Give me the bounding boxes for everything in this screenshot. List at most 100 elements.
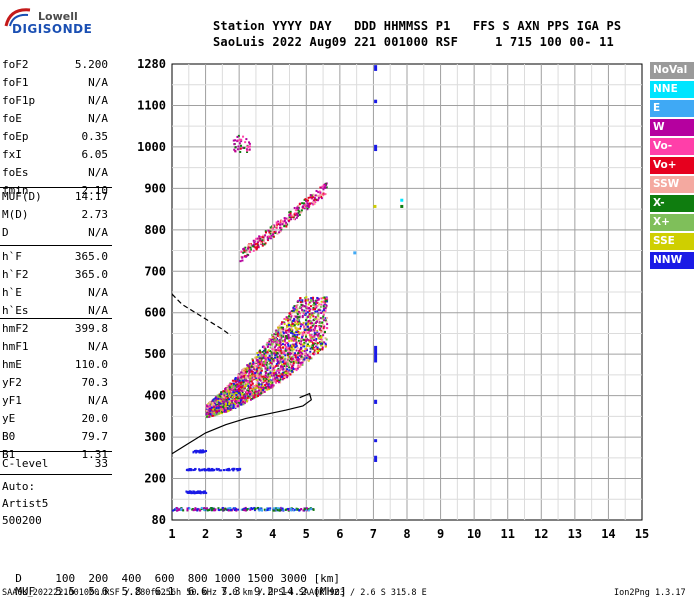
echo-point — [270, 384, 273, 387]
echo-point — [267, 343, 270, 346]
echo-point — [251, 373, 254, 376]
echo-point — [269, 507, 272, 510]
echo-point — [194, 507, 197, 510]
echo-point — [272, 227, 275, 230]
echo-point — [293, 352, 296, 355]
echo-point — [275, 372, 278, 375]
echo-point — [295, 209, 298, 212]
echo-point — [321, 346, 324, 349]
echo-point — [315, 317, 318, 320]
echo-point — [258, 509, 261, 512]
echo-point — [235, 468, 238, 471]
echo-point — [244, 141, 247, 144]
echo-point — [238, 467, 241, 470]
echo-point — [210, 410, 213, 413]
echo-point — [237, 134, 240, 137]
param-separator — [0, 474, 112, 475]
echo-point — [270, 357, 273, 360]
echo-point — [278, 223, 281, 226]
echo-point — [252, 239, 255, 242]
echo-point — [275, 373, 278, 376]
echo-point — [197, 491, 200, 494]
echo-point — [317, 191, 320, 194]
echo-point — [210, 406, 213, 409]
echo-point — [241, 388, 244, 391]
echo-point — [295, 341, 298, 344]
echo-point — [278, 348, 281, 351]
echo-point — [292, 345, 295, 348]
echo-point — [317, 312, 320, 315]
echo-point — [239, 393, 242, 396]
echo-point — [231, 382, 234, 385]
echo-point — [205, 409, 208, 412]
echo-point — [244, 371, 247, 374]
echo-point — [291, 349, 294, 352]
echo-point — [320, 335, 323, 338]
echo-point — [265, 343, 268, 346]
echo-point — [298, 351, 301, 354]
echo-point — [257, 246, 260, 249]
echo-point — [191, 507, 194, 510]
echo-traces — [172, 65, 404, 512]
echo-point — [265, 509, 268, 512]
echo-point — [286, 374, 289, 377]
echo-point — [286, 365, 289, 368]
echo-point — [277, 362, 280, 365]
echo-point — [288, 366, 291, 369]
echo-point — [239, 386, 242, 389]
echo-point — [290, 218, 293, 221]
echo-point — [261, 357, 264, 360]
echo-point — [250, 397, 253, 400]
echo-point — [245, 381, 248, 384]
echo-point — [269, 367, 272, 370]
logo-digisonde-text: DIGISONDE — [12, 22, 93, 36]
echo-point — [208, 401, 211, 404]
echo-point — [325, 316, 328, 319]
echo-point — [244, 507, 247, 510]
echo-point — [318, 332, 321, 335]
echo-point — [314, 330, 317, 333]
echo-point — [324, 307, 327, 310]
echo-point — [265, 359, 268, 362]
echo-point — [310, 329, 313, 332]
echo-point — [315, 324, 318, 327]
echo-point — [299, 312, 302, 315]
echo-point — [271, 368, 274, 371]
echo-point — [259, 242, 262, 245]
echo-point — [296, 204, 299, 207]
echo-point — [278, 324, 281, 327]
echo-point — [317, 335, 320, 338]
echo-point — [237, 468, 240, 471]
param-row-hes: h`Es N/A — [2, 304, 108, 322]
echo-point — [280, 352, 283, 355]
echo-point — [246, 145, 249, 148]
echo-point — [292, 361, 295, 364]
echo-point — [275, 363, 278, 366]
echo-point — [240, 371, 243, 374]
echo-point — [247, 246, 250, 249]
echo-point — [255, 384, 258, 387]
echo-point — [259, 372, 262, 375]
echo-point — [217, 468, 220, 471]
echo-point — [214, 414, 217, 417]
echo-point — [264, 374, 267, 377]
echo-point — [312, 508, 315, 511]
echo-point — [319, 193, 322, 196]
echo-point — [221, 394, 224, 397]
echo-point — [234, 388, 237, 391]
echo-point — [246, 364, 249, 367]
param-name: MUF(D) — [2, 190, 42, 203]
echo-point — [192, 469, 195, 472]
echo-point — [306, 353, 309, 356]
echo-point — [240, 373, 243, 376]
echo-point — [259, 379, 262, 382]
echo-point — [239, 397, 242, 400]
echo-point — [282, 346, 285, 349]
echo-point — [273, 339, 276, 342]
param-value: 2.73 — [81, 208, 109, 221]
echo-point — [276, 507, 279, 510]
echo-point — [212, 507, 215, 510]
echo-point — [298, 322, 301, 325]
echo-point — [205, 507, 208, 510]
echo-point — [294, 212, 297, 215]
